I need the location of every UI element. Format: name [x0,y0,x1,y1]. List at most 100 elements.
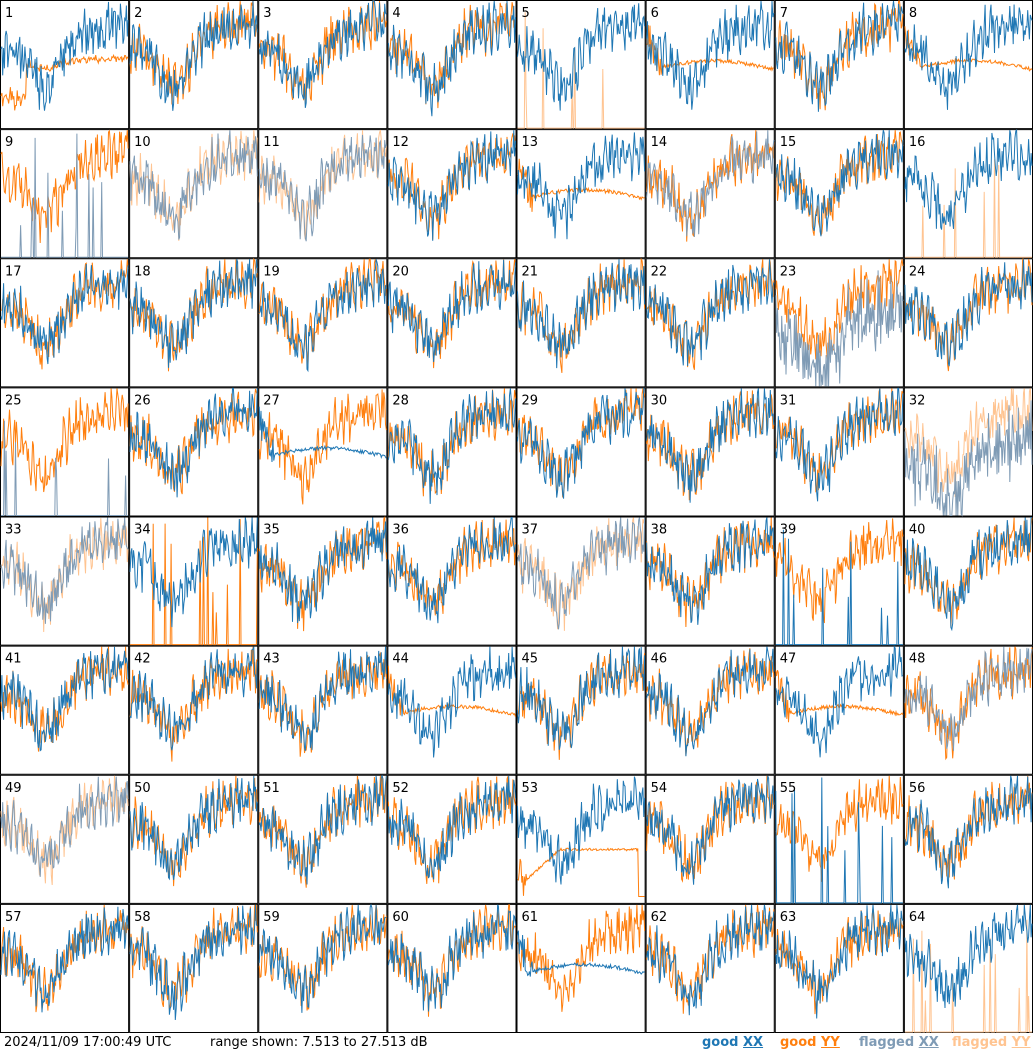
series-good-xx [775,777,903,904]
legend-good-yy: good YY [780,1035,840,1050]
panel-label: 61 [522,910,539,925]
panel-41: 41 [0,645,130,775]
series-good-xx [904,4,1033,110]
panel-label: 4 [392,6,400,21]
series-good-xx [0,906,129,1013]
panel-label: 16 [909,135,926,150]
series-good-xx [904,904,1033,1009]
panel-27: 27 [258,387,388,517]
panel-label: 3 [263,6,271,21]
panel-frame [0,129,130,259]
panel-label: 18 [134,264,151,279]
series-good-xx [517,776,646,885]
panel-label: 59 [263,910,280,925]
panel-48: 48 [903,645,1033,775]
panel-label: 58 [134,910,151,925]
panel-label: 48 [909,652,926,667]
series-good-yy [517,904,646,1012]
series-good-yy [0,129,129,244]
series-good-xx [646,646,775,757]
series-flagged-xx [0,517,129,624]
series-good-yy [0,904,129,1013]
panel-57: 57 [0,903,130,1033]
series-good-xx [646,775,775,885]
panel-28: 28 [387,387,517,517]
series-flagged-xx [258,134,387,242]
panel-label: 50 [134,781,151,796]
series-good-yy [646,25,774,76]
panel-label: 26 [134,393,151,408]
series-good-xx [387,904,516,1012]
series-good-xx [258,646,387,752]
series-good-xx [129,259,258,368]
panel-label: 21 [522,264,539,279]
panel-33: 33 [0,516,130,646]
series-good-xx [646,904,775,1016]
panel-label: 49 [5,781,22,796]
panel-label: 9 [5,135,13,150]
series-good-yy [517,847,645,897]
legend-flagged-xx: flagged XX [859,1035,939,1050]
panel-label: 12 [392,135,409,150]
series-good-xx [129,0,258,111]
panel-46: 46 [645,645,775,775]
panel-56: 56 [903,774,1033,904]
panel-label: 54 [651,781,668,796]
panel-frame [258,903,388,1033]
panel-label: 8 [909,6,917,21]
panel-label: 19 [263,264,280,279]
panel-20: 20 [387,258,517,388]
series-good-xx [646,517,775,625]
legend-flagged-yy-key: YY [1011,1035,1031,1050]
series-good-yy [0,646,129,752]
series-good-xx [775,904,904,1019]
panel-label: 20 [392,264,409,279]
series-good-yy [775,775,904,882]
panel-31: 31 [774,387,904,517]
series-good-xx [904,259,1033,367]
panel-label: 24 [909,264,926,279]
series-good-xx [904,775,1033,889]
panel-label: 63 [780,910,797,925]
panel-60: 60 [387,903,517,1033]
panel-50: 50 [129,774,259,904]
series-flagged-xx [1,420,129,516]
series-good-xx [129,646,258,751]
legend-flagged-xx-key: XX [918,1035,939,1050]
panel-frame [0,903,130,1033]
series-flagged-xx [904,400,1033,518]
panel-label: 56 [909,781,926,796]
timestamp: 2024/11/09 17:00:49 UTC [4,1035,172,1050]
panel-4: 4 [387,0,517,130]
panel-44: 44 [387,645,517,775]
legend-good-xx: good XX [702,1035,763,1050]
series-good-xx [517,930,645,977]
series-good-xx [904,517,1032,632]
series-good-yy [130,517,258,646]
series-good-yy [775,518,904,624]
panel-2: 2 [129,0,259,130]
panel-32: 32 [903,387,1033,518]
panel-1: 1 [0,0,130,130]
series-good-yy [646,517,775,628]
panel-30: 30 [645,387,775,517]
legend-good-xx-prefix: good [702,1035,739,1050]
series-good-xx [517,259,646,369]
panel-label: 27 [263,393,280,408]
panel-10: 10 [129,129,259,259]
series-good-xx [387,130,516,241]
series-good-yy [258,515,387,632]
panel-label: 57 [5,910,22,925]
panel-49: 49 [0,774,130,904]
panel-label: 15 [780,135,797,150]
panel-40: 40 [903,516,1033,646]
panel-label: 64 [909,910,926,925]
series-flagged-xx [646,130,775,238]
series-good-xx [646,0,775,110]
panel-5: 5 [516,0,646,130]
series-good-xx [129,775,258,881]
panel-13: 13 [516,129,646,259]
panel-14: 14 [645,129,775,259]
legend-flagged-yy-prefix: flagged [952,1035,1008,1050]
series-good-xx [129,517,258,628]
